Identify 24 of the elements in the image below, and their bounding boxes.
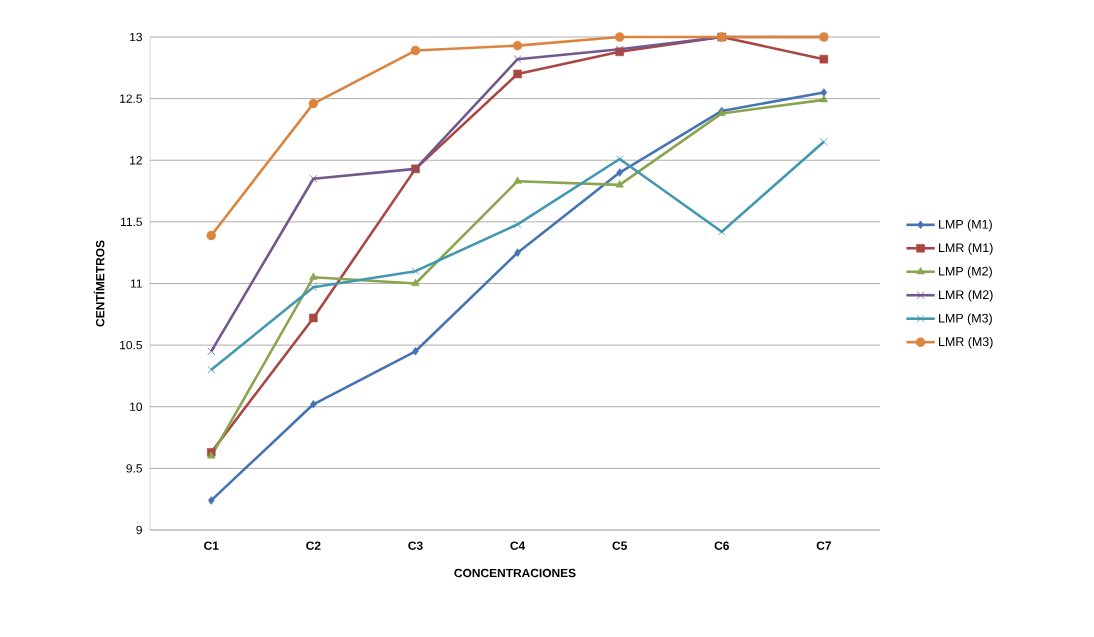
- y-tick-label: 12.5: [120, 94, 142, 103]
- y-tick-label: 10.5: [120, 340, 142, 350]
- legend-label: LMP (M2): [939, 266, 992, 279]
- legend-label: LMP (M3): [939, 313, 992, 326]
- x-axis-title: CONCENTRACIONES: [454, 568, 576, 578]
- y-tick-label: 12: [130, 156, 142, 165]
- legend-label: LMP (M1): [939, 219, 992, 232]
- x-tick-label: C6: [714, 541, 729, 550]
- x-tick-label: C2: [306, 541, 321, 550]
- legend-label: LMR (M1): [939, 243, 993, 255]
- legend-label: LMR (M2): [939, 289, 993, 302]
- y-tick-label: 9.5: [126, 464, 142, 473]
- y-tick-label: 10: [130, 402, 143, 411]
- x-tick-label: C1: [204, 541, 219, 550]
- x-tick-label: C7: [816, 541, 831, 550]
- x-tick-label: C5: [612, 541, 627, 550]
- x-tick-label: C4: [510, 541, 526, 550]
- y-axis-title: CENTÍMETROS: [93, 240, 105, 327]
- y-tick-label: 13: [130, 32, 142, 42]
- y-tick-label: 11.5: [121, 217, 142, 227]
- x-tick-label: C3: [408, 541, 423, 550]
- y-tick-label: 9: [136, 525, 142, 535]
- y-tick-label: 11: [130, 279, 142, 288]
- legend-label: LMR (M3): [939, 336, 993, 349]
